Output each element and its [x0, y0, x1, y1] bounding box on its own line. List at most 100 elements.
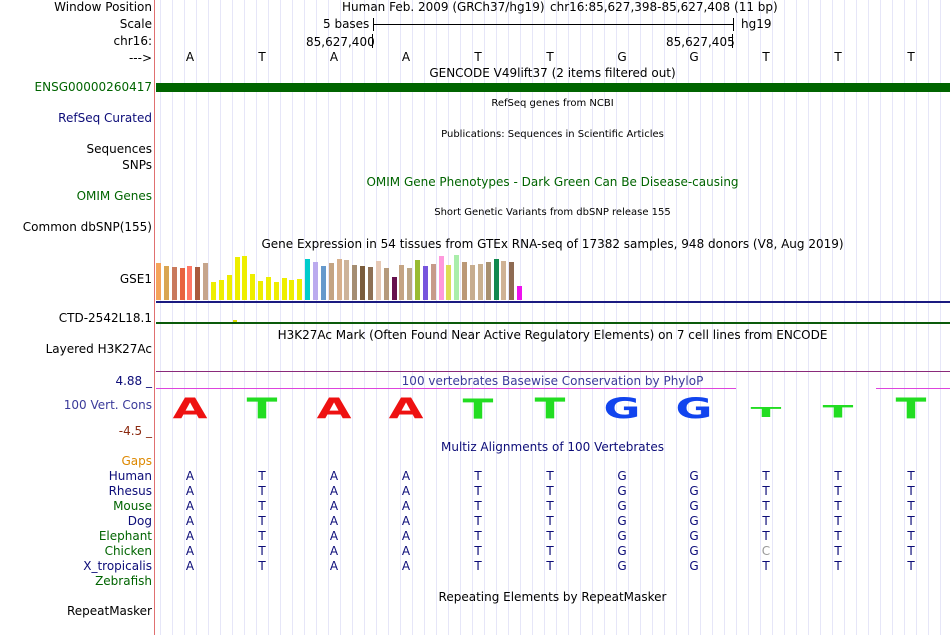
ruler-base: A [185, 50, 195, 64]
gtex-bar[interactable] [234, 257, 240, 300]
gtex-bar[interactable] [446, 265, 452, 300]
gtex-bar[interactable] [289, 280, 295, 300]
dbsnp-label[interactable]: Common dbSNP(155) [22, 220, 152, 234]
species-label[interactable]: Dog [127, 514, 152, 528]
species-label[interactable]: Rhesus [108, 484, 152, 498]
gtex-bar[interactable] [462, 262, 468, 300]
logo-letter[interactable]: T [895, 392, 927, 426]
gtex-bar[interactable] [422, 266, 428, 300]
gtex-bar[interactable] [163, 266, 169, 300]
alignment-base: A [401, 514, 411, 528]
gtex-bar[interactable] [415, 260, 421, 300]
gtex-bar[interactable] [477, 264, 483, 300]
gtex-bar[interactable] [226, 275, 232, 300]
alignment-base: A [401, 484, 411, 498]
grid-line [580, 0, 581, 635]
gtex-bar[interactable] [297, 279, 303, 300]
logo-letter[interactable]: G [675, 392, 713, 426]
logo-letter[interactable]: T [822, 402, 854, 422]
gtex-bar[interactable] [313, 262, 318, 300]
gtex-bar[interactable] [352, 265, 358, 300]
logo-letter[interactable]: A [172, 392, 208, 426]
alignment-base: T [834, 529, 842, 543]
gencode-gene-feature[interactable] [156, 83, 950, 92]
gtex-bar[interactable] [509, 262, 515, 300]
grid-line [268, 0, 269, 635]
gtex-bar[interactable] [171, 267, 177, 300]
ctd-gene-label[interactable]: CTD-2542L18.1 [58, 311, 152, 325]
repeatmasker-label[interactable]: RepeatMasker [66, 604, 152, 618]
gtex-bar[interactable] [320, 266, 326, 300]
species-label[interactable]: Human [108, 469, 152, 483]
logo-letter[interactable]: G [603, 392, 641, 426]
gtex-bar[interactable] [399, 265, 405, 300]
gtex-bar[interactable] [438, 256, 444, 300]
logo-letter[interactable]: T [750, 405, 782, 421]
gtex-bar[interactable] [517, 286, 523, 300]
sequences-label[interactable]: Sequences [86, 142, 152, 156]
gtex-bar[interactable] [265, 277, 271, 300]
cons-max-label: 4.88 _ [115, 374, 152, 388]
strand-arrow-label[interactable]: ---> [128, 51, 152, 65]
gtex-bar[interactable] [454, 255, 460, 300]
logo-letter[interactable]: T [246, 392, 278, 426]
gtex-bar[interactable] [328, 263, 334, 300]
omim-label[interactable]: OMIM Genes [76, 189, 152, 203]
gtex-bar[interactable] [383, 268, 389, 300]
alignment-base: A [185, 559, 195, 573]
species-label[interactable]: Mouse [113, 499, 152, 513]
grid-line [652, 0, 653, 635]
gtex-bar[interactable] [493, 259, 499, 300]
gtex-bar[interactable] [485, 262, 491, 300]
gtex-bar[interactable] [187, 266, 193, 300]
gtex-bar[interactable] [336, 259, 342, 300]
gtex-bar[interactable] [258, 281, 264, 300]
gtex-bar[interactable] [375, 261, 381, 300]
cons-label[interactable]: 100 Vert. Cons [63, 398, 152, 412]
species-label[interactable]: Chicken [104, 544, 152, 558]
logo-letter[interactable]: A [316, 392, 352, 426]
logo-letter[interactable]: A [388, 392, 424, 426]
grid-line [592, 0, 593, 635]
alignment-base: T [762, 469, 770, 483]
gtex-bar[interactable] [156, 263, 161, 300]
grid-line [508, 0, 509, 635]
h3k27ac-label[interactable]: Layered H3K27Ac [45, 342, 152, 356]
gaps-label[interactable]: Gaps [121, 454, 152, 468]
gtex-bar[interactable] [344, 260, 350, 300]
logo-letter[interactable]: T [462, 393, 494, 426]
gse-label[interactable]: GSE1 [119, 272, 152, 286]
gtex-bar[interactable] [430, 264, 436, 300]
gtex-bar[interactable] [179, 268, 185, 300]
region-text[interactable]: chr16:85,627,398-85,627,408 (11 bp) [550, 0, 778, 14]
species-label[interactable]: Elephant [98, 529, 152, 543]
ruler-base: G [689, 50, 699, 64]
gtex-bar[interactable] [305, 259, 311, 300]
gtex-bar[interactable] [210, 282, 216, 300]
ctd-gene-feature[interactable] [156, 322, 950, 324]
gtex-bar[interactable] [281, 278, 287, 300]
gtex-bar[interactable] [391, 277, 397, 300]
gtex-bar[interactable] [273, 282, 279, 300]
gtex-bar[interactable] [242, 256, 248, 300]
alignment-base: T [546, 514, 554, 528]
snps-label[interactable]: SNPs [122, 158, 152, 172]
gtex-bar[interactable] [203, 263, 209, 300]
gtex-bar[interactable] [470, 265, 475, 300]
species-label[interactable]: X_tropicalis [83, 559, 152, 573]
zebrafish-label[interactable]: Zebrafish [95, 574, 152, 588]
logo-letter[interactable]: T [534, 392, 566, 426]
alignment-base: T [546, 484, 554, 498]
gtex-bar[interactable] [218, 280, 224, 300]
ensg-gene-label[interactable]: ENSG00000260417 [34, 80, 152, 94]
refseq-label[interactable]: RefSeq Curated [58, 111, 152, 125]
gtex-bar[interactable] [407, 268, 413, 300]
gtex-bar[interactable] [360, 266, 366, 300]
gtex-bar[interactable] [367, 267, 373, 300]
gtex-bar[interactable] [195, 267, 201, 300]
gtex-bar[interactable] [250, 274, 256, 300]
gtex-bar[interactable] [501, 261, 507, 300]
alignment-base: A [185, 529, 195, 543]
gtex-bar-chart[interactable] [156, 255, 536, 300]
alignment-base: T [474, 499, 482, 513]
